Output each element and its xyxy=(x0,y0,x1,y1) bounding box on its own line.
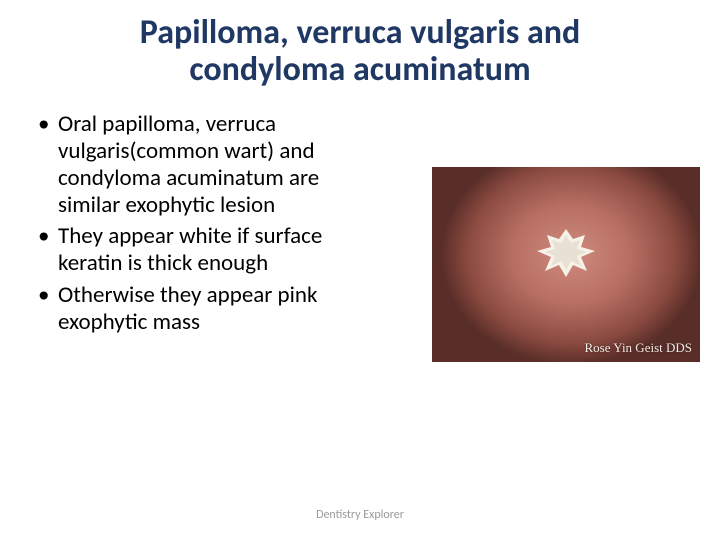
image-area: Rose Yin Geist DDS xyxy=(356,111,700,362)
footer-text: Dentistry Explorer xyxy=(0,508,720,522)
photo-caption: Rose Yin Geist DDS xyxy=(585,340,693,356)
title-line-2: condyloma acuminatum xyxy=(189,49,530,90)
slide-title: Papilloma, verruca vulgaris and condylom… xyxy=(0,0,720,89)
bullet-item: Oral papilloma, verruca vulgaris(common … xyxy=(36,111,356,220)
clinical-photo: Rose Yin Geist DDS xyxy=(432,167,700,362)
title-line-1: Papilloma, verruca vulgaris and xyxy=(140,12,580,53)
bullet-list: Oral papilloma, verruca vulgaris(common … xyxy=(36,111,356,340)
bullet-item: They appear white if surface keratin is … xyxy=(36,223,356,277)
body-row: Oral papilloma, verruca vulgaris(common … xyxy=(0,111,720,362)
lesion-icon xyxy=(531,225,601,281)
slide: Papilloma, verruca vulgaris and condylom… xyxy=(0,0,720,540)
bullet-item: Otherwise they appear pink exophytic mas… xyxy=(36,282,356,336)
